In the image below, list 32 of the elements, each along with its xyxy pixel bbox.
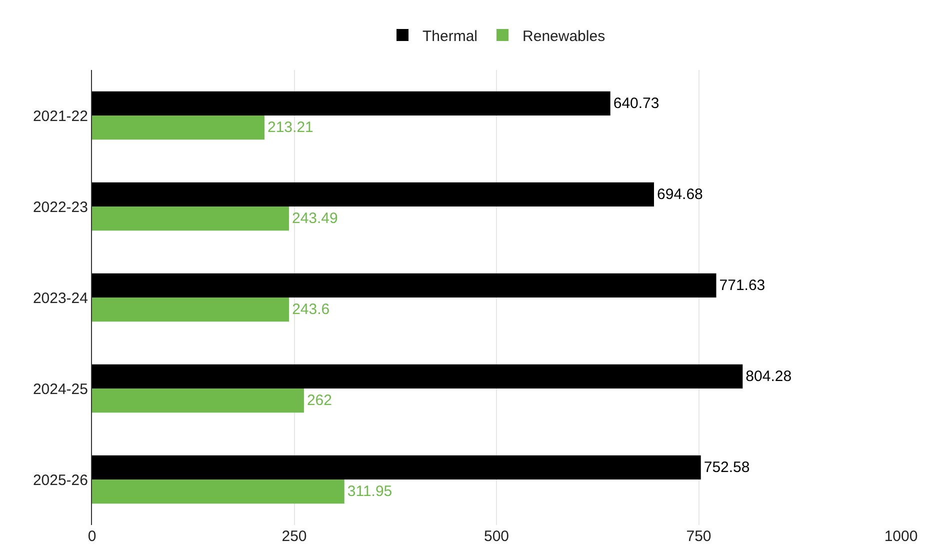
data-label: 694.68	[657, 186, 703, 203]
data-label: 311.95	[347, 483, 392, 500]
data-label: 243.49	[292, 210, 338, 228]
bar	[92, 116, 264, 140]
y-tick-label: 2021-22	[32, 108, 88, 125]
data-label: 771.63	[719, 276, 766, 294]
x-tick-label: 750	[686, 528, 712, 545]
data-label: 752.58	[704, 458, 750, 476]
bar	[92, 480, 344, 504]
bar	[92, 298, 290, 322]
y-tick-label: 2023-24	[32, 290, 88, 307]
data-label: 640.73	[613, 94, 660, 112]
bar	[92, 388, 304, 413]
bar	[92, 91, 610, 116]
x-tick-label: 500	[484, 528, 510, 545]
x-tick-label: 1000	[884, 528, 918, 545]
data-label: 804.28	[746, 368, 792, 385]
y-tick-label: 2025-26	[32, 472, 88, 489]
y-tick-label: 2024-25	[32, 380, 88, 398]
x-tick-label: 250	[282, 528, 307, 545]
data-label: 262	[306, 392, 332, 410]
bar	[92, 182, 654, 206]
bar	[92, 273, 716, 298]
y-tick-label: 2022-23	[32, 198, 88, 216]
bar	[92, 455, 701, 480]
legend-label: Thermal	[422, 28, 478, 45]
x-tick-label: 0	[88, 528, 96, 545]
legend-label: Renewables	[522, 28, 606, 45]
bar	[92, 364, 743, 388]
bar	[92, 206, 289, 231]
data-label: 213.21	[267, 119, 314, 136]
data-label: 243.6	[292, 301, 330, 318]
